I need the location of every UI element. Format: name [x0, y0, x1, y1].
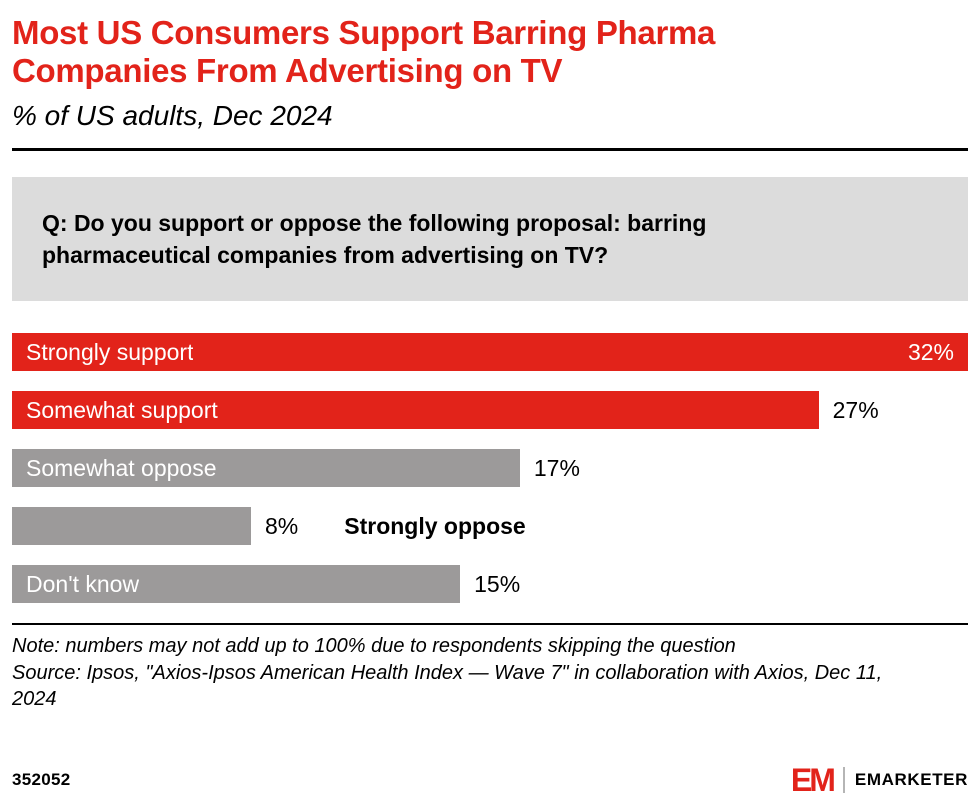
brand-name: EMARKETER	[854, 770, 968, 789]
bar-row: Don't know 15%	[12, 565, 968, 604]
logo-divider	[842, 767, 845, 793]
bar-value-label: 27%	[832, 396, 879, 423]
chart-id: 352052	[12, 770, 71, 789]
bar-row: Somewhat oppose 17%	[12, 449, 968, 488]
bar-value-label: 8%	[265, 512, 299, 539]
bar-row: Somewhat support 27%	[12, 391, 968, 430]
footer: 352052 EM EMARKETER	[12, 764, 968, 796]
brand-logo: EM EMARKETER	[791, 764, 968, 796]
bar-somewhat-oppose: Somewhat oppose	[12, 449, 520, 488]
bar-row: Strongly support 32%	[12, 333, 968, 372]
note-text: Note: numbers may not add up to 100% due…	[12, 635, 736, 658]
chart-title: Most US Consumers Support Barring Pharma…	[12, 14, 716, 89]
footnotes: Note: numbers may not add up to 100% due…	[12, 633, 912, 712]
bar-strongly-support: Strongly support 32%	[12, 333, 968, 372]
bar-value-label: 32%	[907, 338, 954, 365]
bar-chart: Strongly support 32% Somewhat support 27% So…	[12, 333, 968, 604]
bar-category-label: Strongly support	[26, 338, 194, 365]
bar-strongly-oppose	[12, 507, 251, 546]
bar-category-label: Somewhat support	[26, 396, 218, 423]
bar-category-label: Don't know	[26, 570, 140, 597]
bar-row: 8% Strongly oppose	[12, 507, 968, 546]
bar-category-label: Somewhat oppose	[26, 454, 217, 481]
bar-value-label: 17%	[533, 454, 580, 481]
bar-value-label: 15%	[474, 570, 521, 597]
bar-category-label: Strongly oppose	[344, 512, 526, 539]
bar-somewhat-support: Somewhat support	[12, 391, 819, 430]
notes-divider	[12, 623, 968, 626]
title-divider	[12, 147, 968, 151]
question-box: Q: Do you support or oppose the followin…	[12, 176, 968, 302]
source-text: Source: Ipsos, "Axios-Ipsos American Hea…	[12, 661, 883, 711]
chart-header: Most US Consumers Support Barring Pharma…	[12, 14, 968, 132]
emarketer-logo-icon: EM	[790, 762, 836, 798]
bar-don-t-know: Don't know	[12, 565, 461, 604]
question-text: Q: Do you support or oppose the followin…	[42, 209, 707, 269]
chart-subtitle: % of US adults, Dec 2024	[12, 99, 333, 131]
